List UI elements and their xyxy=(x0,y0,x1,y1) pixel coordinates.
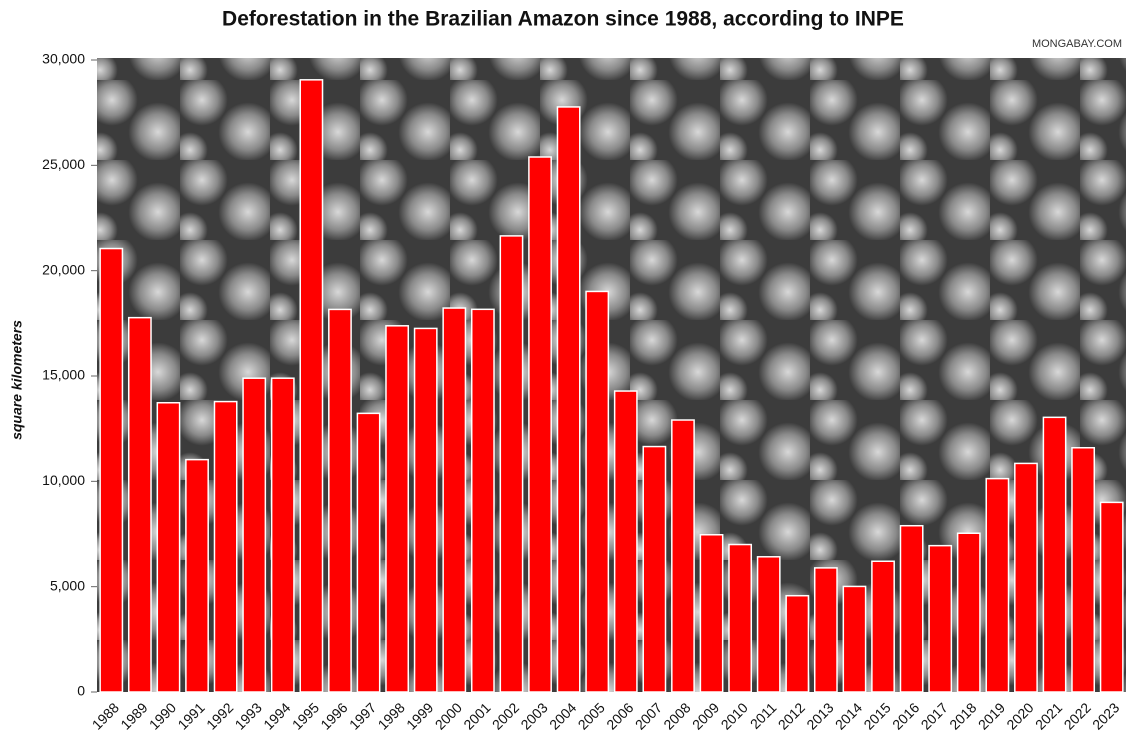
bar xyxy=(99,247,124,693)
x-tick-label: 1993 xyxy=(232,699,265,732)
x-tick-label: 2013 xyxy=(803,699,836,732)
x-tick-label: 2000 xyxy=(432,699,465,732)
y-tick-label: 0 xyxy=(77,683,85,699)
bar xyxy=(642,445,667,693)
x-tick-label: 2006 xyxy=(603,699,636,732)
x-tick-label: 1988 xyxy=(89,699,122,732)
y-tick-label: 5,000 xyxy=(50,577,85,593)
bar xyxy=(756,556,781,693)
bar xyxy=(499,235,524,693)
x-tick-label: 2019 xyxy=(975,699,1008,732)
y-axis-label: square kilometers xyxy=(9,320,25,440)
bar xyxy=(613,390,638,693)
x-tick-label: 2009 xyxy=(689,699,722,732)
bar xyxy=(185,458,209,693)
x-tick-label: 2011 xyxy=(747,699,780,732)
x-tick-label: 2012 xyxy=(775,699,808,732)
x-tick-label: 2015 xyxy=(860,699,893,732)
bar xyxy=(470,308,495,693)
y-tick-label: 20,000 xyxy=(42,261,85,277)
y-tick-label: 15,000 xyxy=(42,367,85,383)
x-tick-label: 2001 xyxy=(460,699,493,732)
x-tick-label: 2008 xyxy=(660,699,693,732)
x-tick-label: 2003 xyxy=(517,699,550,732)
chart-title: Deforestation in the Brazilian Amazon si… xyxy=(222,8,904,31)
x-tick-label: 2007 xyxy=(632,699,665,732)
x-tick-label: 2002 xyxy=(489,699,522,732)
bar xyxy=(156,402,181,693)
x-tick-label: 1992 xyxy=(203,699,236,732)
bar xyxy=(213,400,238,693)
y-tick-label: 10,000 xyxy=(42,472,85,488)
x-tick-label: 2021 xyxy=(1032,699,1065,732)
bar xyxy=(699,534,724,693)
bar xyxy=(585,290,610,693)
bar xyxy=(1014,462,1038,693)
x-tick-label: 1997 xyxy=(346,699,379,732)
x-tick-label: 2010 xyxy=(718,699,751,732)
bar xyxy=(1099,501,1124,693)
bar xyxy=(127,316,152,693)
bar xyxy=(842,585,867,693)
x-tick-label: 2020 xyxy=(1003,699,1036,732)
bar xyxy=(328,308,352,693)
bar xyxy=(671,419,695,693)
bar xyxy=(1042,416,1067,693)
x-tick-label: 1989 xyxy=(117,699,150,732)
x-tick-label: 2022 xyxy=(1061,699,1094,732)
x-tick-label: 1998 xyxy=(375,699,408,732)
x-tick-label: 2016 xyxy=(889,699,922,732)
bar xyxy=(270,377,295,693)
x-tick-label: 2017 xyxy=(918,699,951,732)
bar xyxy=(1071,447,1096,693)
bar xyxy=(385,325,410,693)
bar xyxy=(728,543,753,693)
x-tick-label: 2004 xyxy=(546,699,579,732)
bar xyxy=(871,560,895,693)
x-tick-label: 1990 xyxy=(146,699,179,732)
bar xyxy=(356,412,381,693)
x-tick-label: 2014 xyxy=(832,699,865,732)
bar xyxy=(813,567,838,693)
bar xyxy=(299,79,324,693)
y-tick-label: 30,000 xyxy=(42,51,85,67)
bar xyxy=(985,477,1010,693)
bar xyxy=(899,524,924,693)
background-photo xyxy=(97,58,1126,692)
bar xyxy=(556,106,581,693)
bar xyxy=(928,544,953,693)
source: MONGABAY.COM xyxy=(1032,38,1122,50)
x-tick-label: 1994 xyxy=(260,699,293,732)
y-tick-label: 25,000 xyxy=(42,156,85,172)
x-tick-label: 2005 xyxy=(575,699,608,732)
x-tick-label: 2023 xyxy=(1089,699,1122,732)
bar xyxy=(528,156,552,693)
bar xyxy=(413,327,438,693)
x-tick-label: 1999 xyxy=(403,699,436,732)
x-tick-label: 2018 xyxy=(946,699,979,732)
x-tick-label: 1995 xyxy=(289,699,322,732)
bar xyxy=(442,307,467,693)
x-tick-label: 1996 xyxy=(317,699,350,732)
bar xyxy=(242,377,267,693)
x-tick-label: 1991 xyxy=(174,699,207,732)
bar xyxy=(785,594,810,693)
bar xyxy=(956,532,981,693)
